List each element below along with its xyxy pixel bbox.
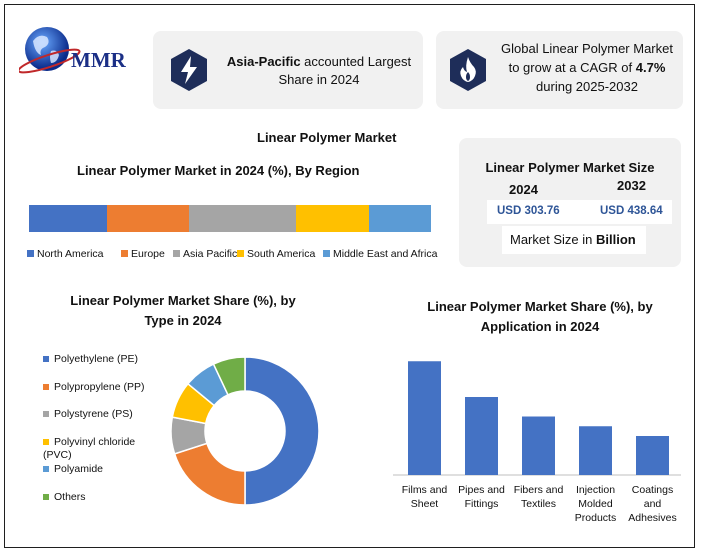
logo-text: MMR	[71, 48, 127, 72]
donut-slice-1	[173, 442, 246, 506]
legend-swatch	[237, 250, 244, 257]
region-segment-south-america	[295, 205, 370, 232]
type-legend-item: Polyamide	[43, 463, 153, 476]
legend-swatch	[43, 411, 49, 417]
region-legend-item: Asia Pacific	[173, 248, 237, 260]
legend-label: Polyethylene (PE)	[54, 353, 139, 365]
cagr-card: Global Linear Polymer Market to grow at …	[436, 31, 683, 109]
category-label: Pipes and Fittings	[458, 484, 505, 510]
legend-swatch	[43, 384, 49, 390]
type-legend-item: Polyvinyl chloride (PVC)	[43, 436, 153, 462]
legend-swatch	[43, 356, 49, 362]
cagr-text: Global Linear Polymer Market to grow at …	[501, 41, 673, 94]
type-legend-item: Polystyrene (PS)	[43, 408, 153, 421]
region-legend-item: North America	[27, 248, 104, 260]
legend-label: Polypropylene (PP)	[54, 381, 145, 393]
legend-label: Polyamide	[54, 463, 104, 475]
region-chart-title: Linear Polymer Market in 2024 (%), By Re…	[77, 163, 360, 178]
region-legend-item: Middle East and Africa	[323, 248, 437, 260]
legend-label: North America	[37, 248, 104, 260]
lightning-icon	[171, 49, 207, 91]
value-2024: USD 303.76	[497, 205, 560, 217]
bar-1	[465, 397, 498, 475]
region-segment-europe	[106, 205, 189, 232]
region-stacked-bar	[29, 205, 431, 232]
legend-label: Middle East and Africa	[333, 248, 438, 260]
bar-4	[636, 436, 669, 475]
type-donut-chart	[170, 356, 320, 506]
market-size-box: Linear Polymer Market Size 2024 2032 USD…	[459, 138, 681, 267]
region-legend: North America Europe Asia Pacific South Ame…	[27, 248, 447, 262]
application-chart-title: Linear Polymer Market Share (%), by Appli…	[427, 299, 653, 334]
year-2032: 2032	[617, 178, 646, 193]
bar-2	[522, 416, 555, 475]
legend-swatch	[27, 250, 34, 257]
globe-icon	[25, 27, 69, 71]
legend-label: Asia Pacific	[183, 248, 238, 260]
category-label: Coatings and Adhesives	[628, 484, 677, 524]
region-legend-item: South America	[237, 248, 315, 260]
value-2032: USD 438.64	[600, 205, 663, 217]
unit-note: Market Size in Billion	[502, 226, 646, 254]
region-segment-middle-east-and-africa	[369, 205, 431, 232]
region-segment-asia-pacific	[188, 205, 296, 232]
mmr-logo: MMR	[19, 27, 127, 74]
category-label: Fibers and Textiles	[513, 484, 564, 510]
type-legend-item: Polyethylene (PE)	[43, 353, 153, 366]
legend-swatch	[173, 250, 180, 257]
application-bar-chart	[393, 361, 681, 476]
legend-label: Polyvinyl chloride (PVC)	[43, 436, 136, 461]
legend-label: Europe	[131, 248, 165, 260]
legend-swatch	[43, 494, 49, 500]
type-chart-title: Linear Polymer Market Share (%), by Type …	[70, 293, 296, 328]
legend-label: Others	[54, 491, 86, 503]
bar-3	[579, 426, 612, 475]
legend-swatch	[43, 466, 49, 472]
legend-label: South America	[247, 248, 316, 260]
bar-0	[408, 361, 441, 475]
main-title: Linear Polymer Market	[257, 130, 397, 145]
legend-swatch	[43, 439, 49, 445]
region-segment-north-america	[29, 205, 107, 232]
legend-swatch	[323, 250, 330, 257]
category-label: Films and Sheet	[401, 484, 448, 510]
legend-label: Polystyrene (PS)	[54, 408, 133, 420]
legend-swatch	[121, 250, 128, 257]
donut-slice-5	[212, 356, 246, 396]
infographic-frame: MMR Asia-Pacific accounted Largest Share…	[4, 4, 695, 548]
asia-pacific-text: Asia-Pacific accounted Largest Share in …	[226, 54, 412, 87]
type-legend-item: Polypropylene (PP)	[43, 381, 153, 394]
values-strip: USD 303.76 USD 438.64	[487, 200, 672, 224]
donut-slice-0	[244, 356, 320, 506]
flame-icon	[450, 49, 486, 91]
region-legend-item: Europe	[121, 248, 165, 260]
category-label: Injection Molded Products	[574, 484, 617, 524]
market-size-title: Linear Polymer Market Size	[485, 160, 655, 175]
year-2024: 2024	[509, 182, 538, 197]
type-legend-item: Others	[43, 491, 153, 504]
asia-pacific-card: Asia-Pacific accounted Largest Share in …	[153, 31, 423, 109]
